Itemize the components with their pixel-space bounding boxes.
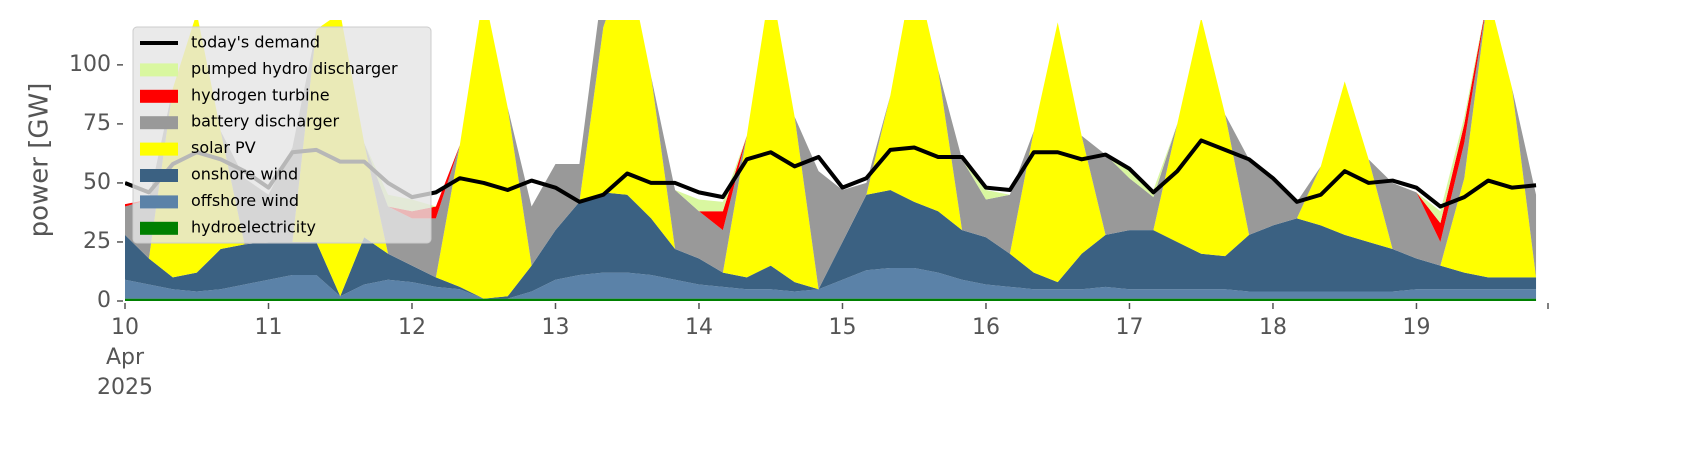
y-axis-label: power [GW] (25, 83, 55, 238)
legend-swatch (140, 142, 178, 156)
y-tick-label: 75 (83, 111, 111, 136)
x-tick-label: 10 Apr 2025 (97, 315, 153, 400)
legend-swatch (140, 195, 178, 209)
x-tick-label: 13 (541, 315, 569, 340)
legend-swatch (140, 221, 178, 235)
x-tick-label: 16 (972, 315, 1000, 340)
legend-swatch (140, 116, 178, 130)
legend-label: offshore wind (191, 191, 299, 210)
legend-label: solar PV (191, 138, 256, 157)
y-tick-label: 50 (83, 170, 111, 195)
legend-label: hydrogen turbine (191, 85, 330, 104)
legend-swatch (140, 169, 178, 182)
area (125, 20, 1537, 299)
legend-label: battery discharger (191, 112, 339, 131)
legend-label: pumped hydro discharger (191, 59, 398, 78)
x-tick-label: 12 (398, 315, 426, 340)
x-tick-label: 15 (828, 315, 856, 340)
area (125, 298, 1537, 301)
x-tick-label: 18 (1259, 315, 1287, 340)
legend-swatch (140, 63, 178, 77)
x-tick-label: 11 (254, 315, 282, 340)
legend-swatch (140, 89, 178, 103)
legend-box (132, 26, 432, 244)
y-tick-label: 0 (97, 288, 111, 313)
area (125, 190, 1537, 299)
legend-label: hydroelectricity (191, 217, 316, 236)
area (125, 267, 1537, 299)
area (125, 20, 1537, 290)
y-tick-label: 100 (69, 52, 111, 77)
legend-label: onshore wind (191, 165, 298, 184)
x-tick-label: 14 (685, 315, 713, 340)
legend-label: today's demand (191, 33, 320, 52)
x-tick-label: 17 (1115, 315, 1143, 340)
x-tick-label: 19 (1402, 315, 1430, 340)
y-tick-label: 25 (83, 229, 111, 254)
